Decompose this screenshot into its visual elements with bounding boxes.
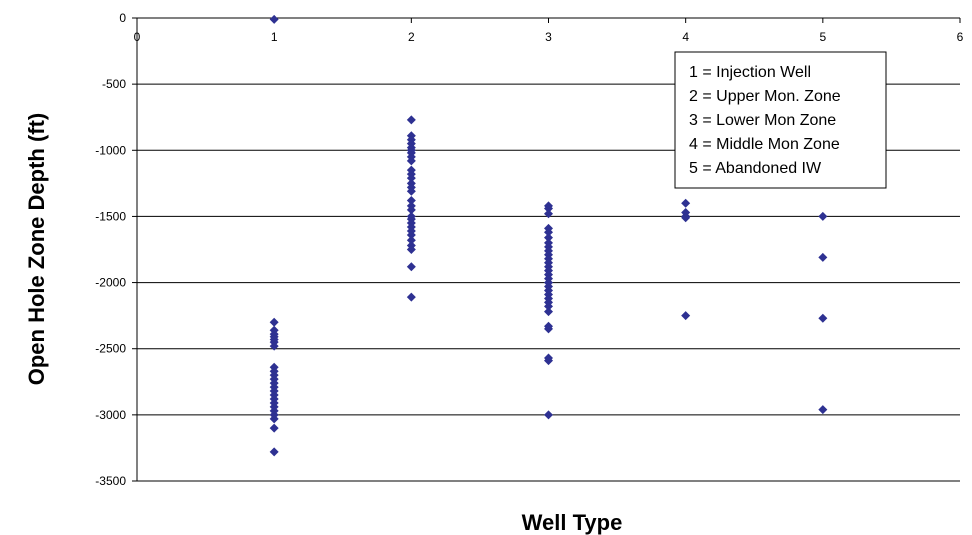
- y-tick-label: -1500: [95, 209, 126, 223]
- y-tick-label: -3500: [95, 474, 126, 488]
- y-tick-label: 0: [119, 11, 126, 25]
- data-point: [544, 410, 553, 420]
- legend: 1 = Injection Well 2 = Upper Mon. Zone 3…: [674, 51, 887, 189]
- legend-entry-1: 1 = Injection Well: [689, 64, 811, 81]
- y-tick-label: -1000: [95, 143, 126, 157]
- data-point: [269, 14, 279, 24]
- data-point: [544, 209, 553, 219]
- y-tick-label: -500: [102, 77, 126, 91]
- x-tick-label: 5: [819, 30, 826, 44]
- y-axis-title: Open Hole Zone Depth (ft): [24, 113, 49, 386]
- legend-entry-2: 2 = Upper Mon. Zone: [689, 88, 841, 105]
- data-point: [406, 196, 416, 206]
- data-point: [544, 233, 553, 243]
- x-tick-label: 3: [545, 30, 552, 44]
- data-point: [406, 173, 416, 183]
- data-point: [544, 356, 553, 366]
- data-point: [544, 227, 553, 237]
- data-point: [818, 252, 828, 262]
- data-point: [681, 311, 691, 321]
- y-tick-label: -3000: [95, 408, 126, 422]
- y-tick-label: -2500: [95, 342, 126, 356]
- legend-entry-5: 5 = Abandoned IW: [689, 160, 822, 177]
- legend-entry-3: 3 = Lower Mon Zone: [689, 112, 836, 129]
- x-tick-label: 2: [408, 30, 415, 44]
- y-tick-labels: 0 -500 -1000 -1500 -2000 -2500 -3000 -3500: [95, 11, 126, 488]
- data-point: [406, 262, 416, 272]
- x-axis-title: Well Type: [522, 510, 623, 535]
- data-point: [681, 198, 691, 208]
- data-point: [406, 205, 416, 215]
- data-point: [544, 307, 553, 317]
- x-tick-label: 4: [682, 30, 689, 44]
- data-point: [406, 156, 416, 166]
- x-tick-labels: 0 1 2 3 4 5 6: [134, 30, 964, 44]
- data-point: [269, 317, 279, 327]
- data-point: [406, 245, 416, 254]
- x-tick-label: 6: [957, 30, 964, 44]
- x-tick-label: 1: [271, 30, 278, 44]
- data-point: [818, 211, 828, 221]
- data-point: [406, 115, 416, 125]
- x-tick-label: 0: [134, 30, 141, 44]
- data-points: [269, 14, 828, 457]
- data-point: [544, 324, 553, 334]
- data-point: [406, 186, 416, 196]
- data-point: [818, 405, 828, 415]
- data-point: [544, 301, 553, 311]
- legend-entry-4: 4 = Middle Mon Zone: [689, 136, 840, 153]
- data-point: [269, 414, 279, 424]
- data-point: [269, 423, 279, 433]
- data-point: [681, 213, 691, 223]
- data-point: [406, 235, 416, 245]
- data-point: [818, 313, 828, 323]
- data-point: [406, 230, 416, 240]
- data-point: [269, 447, 279, 457]
- data-point: [406, 292, 416, 302]
- data-point: [544, 203, 553, 213]
- legend-box: [674, 51, 887, 189]
- data-point: [269, 341, 279, 351]
- y-tick-label: -2000: [95, 276, 126, 290]
